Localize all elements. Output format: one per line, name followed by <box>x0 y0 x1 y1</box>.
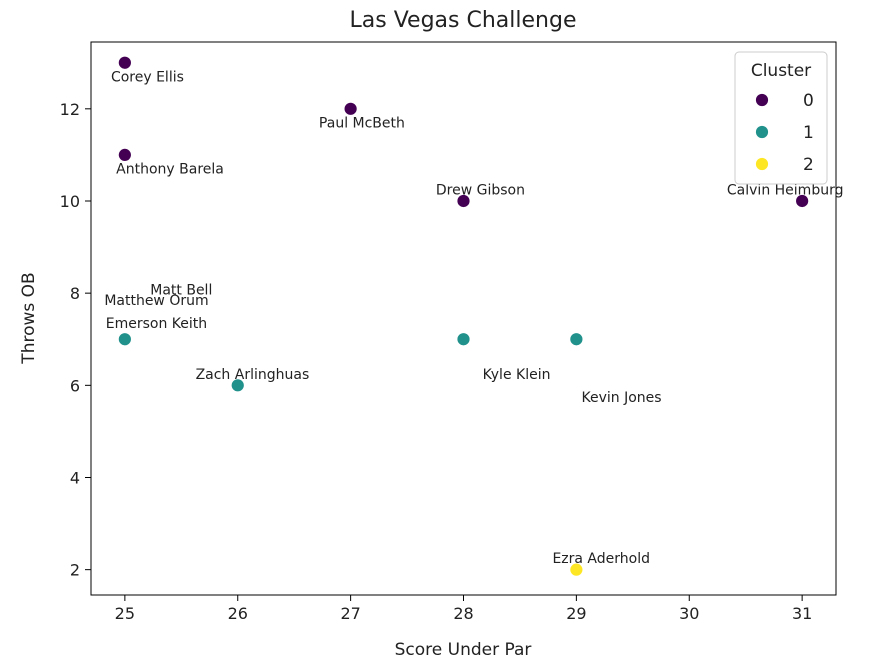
legend-title: Cluster <box>751 61 811 81</box>
x-tick-label: 31 <box>792 604 812 623</box>
point-label: Kyle Klein <box>483 367 551 383</box>
data-point <box>117 55 132 70</box>
data-point <box>343 101 358 116</box>
data-point <box>569 332 584 347</box>
x-axis-label: Score Under Par <box>395 640 532 660</box>
chart-title: Las Vegas Challenge <box>350 8 577 33</box>
y-tick-label: 6 <box>70 376 80 395</box>
point-label: Calvin Heimburg <box>727 182 844 198</box>
legend: Cluster 0 1 2 <box>734 51 828 185</box>
point-label: Emerson Keith <box>106 316 207 332</box>
data-point <box>569 562 584 577</box>
legend-label: 0 <box>803 91 814 111</box>
y-tick-label: 12 <box>60 100 80 119</box>
point-label: Corey Ellis <box>111 70 184 86</box>
legend-marker <box>755 157 769 171</box>
x-tick-label: 25 <box>115 604 135 623</box>
point-label: Matt Bell <box>150 282 212 298</box>
point-label: Kevin Jones <box>581 390 661 406</box>
point-label: Ezra Aderhold <box>552 551 650 567</box>
plot-area <box>90 41 837 596</box>
point-label: Paul McBeth <box>319 116 405 132</box>
legend-box <box>734 51 828 185</box>
point-label: Anthony Barela <box>116 162 224 178</box>
labels-layer: Corey Ellis Paul McBeth Anthony Barela Drew… <box>104 70 843 568</box>
x-tick-label: 27 <box>340 604 360 623</box>
y-axis-label: Throws OB <box>19 272 39 364</box>
x-tick-label: 26 <box>228 604 248 623</box>
y-tick-label: 8 <box>70 284 80 303</box>
x-tick-label: 29 <box>566 604 586 623</box>
data-point <box>456 332 471 347</box>
legend-marker <box>755 93 769 107</box>
y-tick-label: 4 <box>70 468 80 487</box>
legend-label: 1 <box>803 123 814 143</box>
x-tick-label: 30 <box>679 604 699 623</box>
point-label: Matthew Orum <box>104 293 208 309</box>
legend-entries: 0 1 2 <box>755 91 814 175</box>
legend-label: 2 <box>803 155 814 175</box>
data-point <box>230 378 245 393</box>
y-tick-label: 10 <box>60 192 80 211</box>
x-tick-label: 28 <box>453 604 473 623</box>
data-point <box>456 194 471 208</box>
point-label: Drew Gibson <box>436 182 525 198</box>
y-tick-label: 2 <box>70 561 80 580</box>
data-point <box>117 148 132 162</box>
data-point <box>795 194 810 208</box>
points-layer <box>117 55 810 577</box>
point-label: Zach Arlinghuas <box>196 367 310 383</box>
data-point <box>117 332 132 347</box>
legend-marker <box>755 125 769 139</box>
